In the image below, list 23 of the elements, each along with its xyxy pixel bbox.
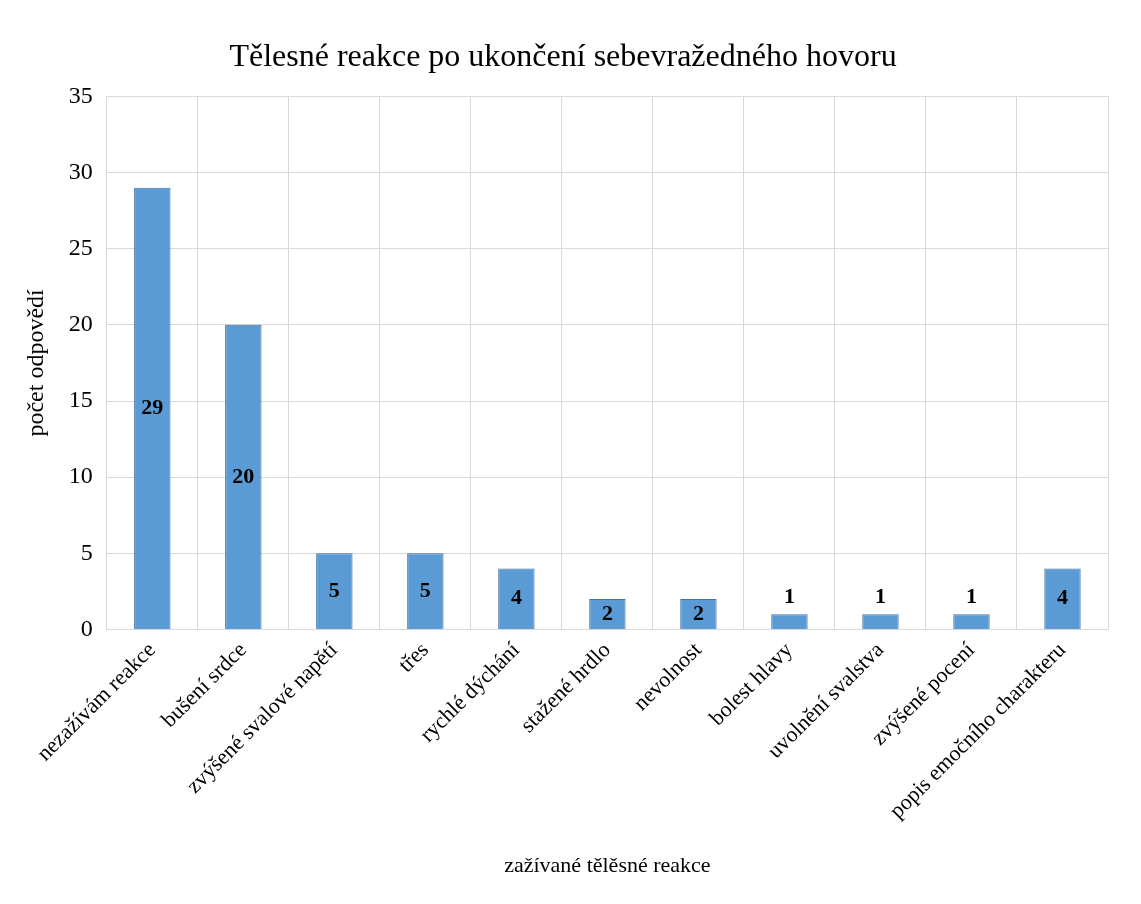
y-axis-title: počet odpovědí bbox=[21, 288, 48, 437]
data-label: 29 bbox=[141, 394, 164, 420]
y-tick-label: 30 bbox=[68, 157, 93, 184]
y-tick-label: 20 bbox=[68, 310, 93, 337]
y-tick-label: 0 bbox=[80, 614, 93, 641]
y-tick-label: 10 bbox=[68, 462, 93, 489]
data-label: 1 bbox=[874, 582, 886, 608]
y-tick-label: 15 bbox=[68, 386, 93, 413]
data-label: 20 bbox=[232, 462, 255, 488]
x-tick-label: třes bbox=[392, 636, 433, 677]
data-label: 2 bbox=[692, 599, 704, 625]
data-label: 1 bbox=[965, 582, 977, 608]
y-tick-label: 5 bbox=[80, 538, 93, 565]
y-tick-label: 25 bbox=[68, 234, 93, 260]
data-label: 4 bbox=[1056, 584, 1068, 610]
data-label: 1 bbox=[783, 582, 795, 608]
data-label: 2 bbox=[601, 599, 613, 625]
x-axis-title: zažívané tělěsné reakce bbox=[504, 851, 711, 877]
data-label: 5 bbox=[419, 576, 431, 602]
data-label: 5 bbox=[328, 576, 340, 602]
chart-title: Tělesné reakce po ukončení sebevražedného hovoru bbox=[229, 36, 897, 73]
data-label: 4 bbox=[510, 584, 522, 610]
y-tick-label: 35 bbox=[68, 81, 93, 108]
